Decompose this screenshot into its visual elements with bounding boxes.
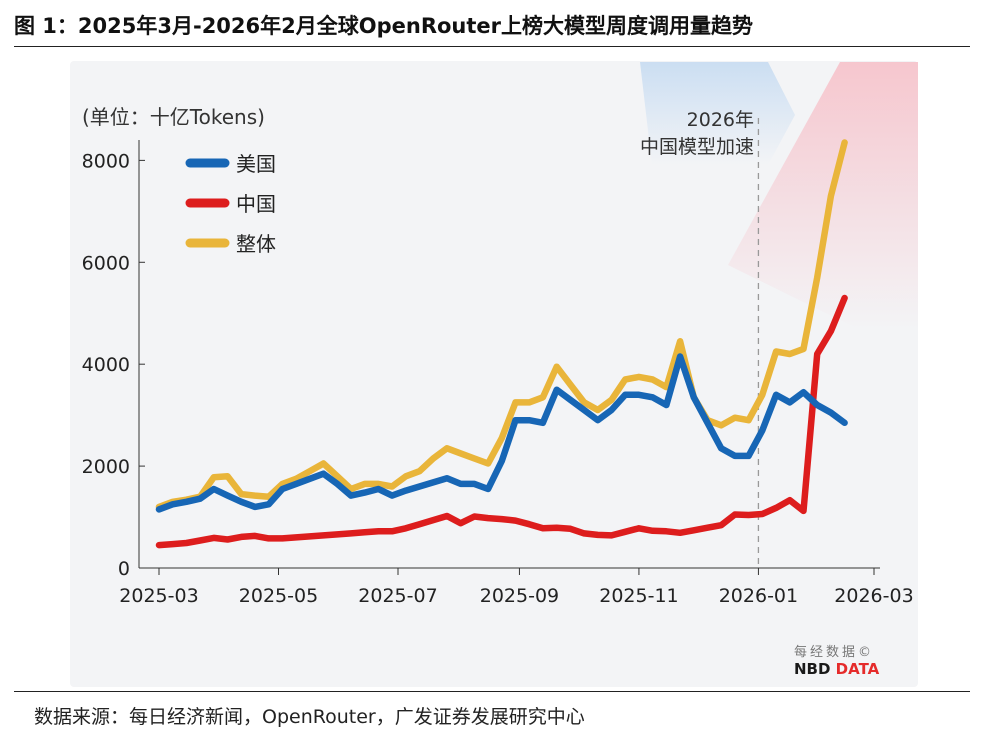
china-highlight-band	[728, 62, 918, 330]
x-tick-label: 2026-01	[719, 585, 798, 607]
legend-label: 中国	[236, 192, 276, 216]
x-tick-label: 2025-11	[599, 585, 678, 607]
legend-label: 美国	[236, 152, 276, 176]
y-tick-label: 8000	[82, 150, 130, 172]
title-rule	[14, 46, 970, 47]
y-tick-label: 0	[118, 558, 130, 580]
y-tick-label: 2000	[82, 456, 130, 478]
source-rule	[14, 691, 970, 692]
x-tick-label: 2025-07	[358, 585, 437, 607]
series-line-中国	[155, 294, 848, 549]
y-tick-label: 6000	[82, 252, 130, 274]
x-tick-label: 2025-05	[239, 585, 318, 607]
annotation-line1: 2026年	[686, 109, 754, 131]
source-note: 数据来源：每日经济新闻，OpenRouter，广发证券发展研究中心	[34, 706, 585, 728]
watermark-cn: 每经数据©	[794, 645, 875, 660]
x-tick-label: 2025-03	[119, 585, 198, 607]
legend-label: 整体	[236, 232, 276, 256]
series-line-美国	[155, 353, 848, 513]
us-highlight-band	[640, 62, 795, 165]
watermark-data: DATA	[830, 660, 880, 678]
watermark-nbd: NBD	[794, 660, 831, 678]
x-tick-label: 2025-09	[480, 585, 559, 607]
y-tick-label: 4000	[82, 354, 130, 376]
annotation-line2: 中国模型加速	[639, 136, 754, 158]
x-tick-label: 2026-03	[834, 585, 913, 607]
series-line-整体	[155, 139, 848, 511]
watermark-logo: NBD DATA	[794, 660, 879, 678]
unit-label: (单位：十亿Tokens)	[82, 105, 265, 129]
figure-title: 图 1：2025年3月-2026年2月全球OpenRouter上榜大模型周度调用…	[14, 14, 754, 38]
